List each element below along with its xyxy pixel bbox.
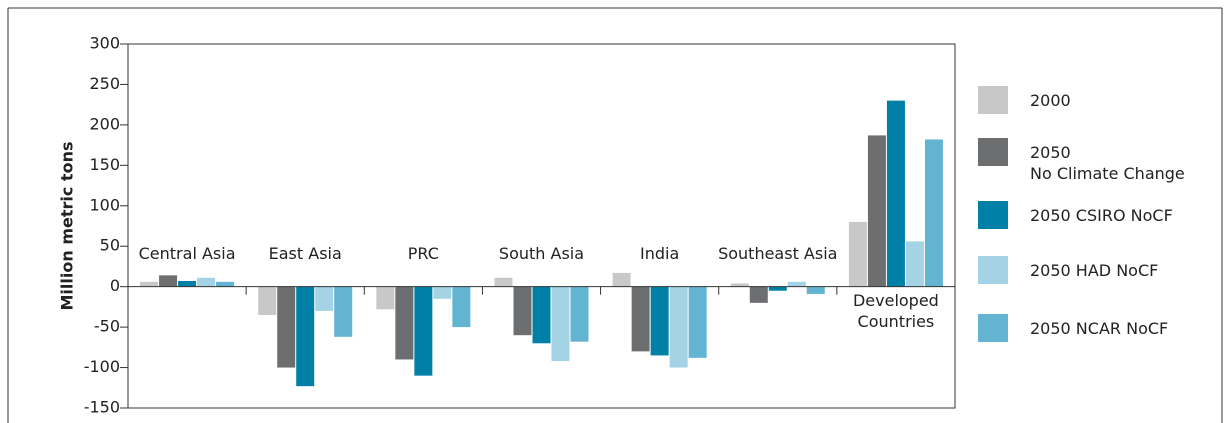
bar xyxy=(258,286,277,315)
y-tick-label: 150 xyxy=(89,155,120,174)
y-tick-label: 50 xyxy=(100,236,120,255)
bar xyxy=(806,286,825,294)
category-label: India xyxy=(640,243,680,263)
bar xyxy=(277,286,296,368)
bar xyxy=(650,286,669,356)
legend-label: 2050 No Climate Change xyxy=(1030,143,1185,183)
plot-area xyxy=(127,43,956,409)
bar xyxy=(905,241,924,287)
bar xyxy=(452,286,471,328)
bar xyxy=(532,286,551,344)
bar xyxy=(688,286,707,358)
y-tick-label: -150 xyxy=(84,398,120,417)
legend-label: 2000 xyxy=(1030,91,1071,110)
bar xyxy=(768,286,787,291)
bar xyxy=(924,139,943,287)
legend-swatch xyxy=(978,256,1008,284)
bar xyxy=(296,286,315,387)
bar xyxy=(749,286,768,303)
y-tick-label: 300 xyxy=(89,34,120,53)
y-tick-label: 250 xyxy=(89,74,120,93)
legend-swatch xyxy=(978,86,1008,114)
y-tick-label: 200 xyxy=(89,114,120,133)
bar xyxy=(395,286,414,360)
bar xyxy=(631,286,650,352)
y-tick-label: 0 xyxy=(110,276,120,295)
bar xyxy=(414,286,433,376)
bar xyxy=(494,277,513,287)
bar xyxy=(159,275,178,287)
y-tick-label: -50 xyxy=(94,317,120,336)
y-tick-label: 100 xyxy=(89,195,120,214)
bar xyxy=(886,100,905,287)
category-label: South Asia xyxy=(498,243,585,263)
y-tick-label: -100 xyxy=(84,357,120,376)
bar xyxy=(178,281,197,287)
bar xyxy=(140,281,159,287)
category-label: Developed Countries xyxy=(852,290,939,331)
category-label: East Asia xyxy=(268,243,342,263)
bar xyxy=(848,221,867,287)
bar xyxy=(433,286,452,299)
bar xyxy=(551,286,570,362)
bar xyxy=(216,281,235,287)
category-label: Central Asia xyxy=(138,243,236,263)
bar xyxy=(334,286,353,337)
legend-swatch xyxy=(978,201,1008,229)
bar xyxy=(867,135,886,287)
legend-swatch xyxy=(978,314,1008,342)
y-axis-label: Million metric tons xyxy=(58,142,77,311)
legend-label: 2050 NCAR NoCF xyxy=(1030,319,1169,338)
bar xyxy=(787,281,806,287)
legend-label: 2050 CSIRO NoCF xyxy=(1030,206,1173,225)
bar xyxy=(315,286,334,311)
bar xyxy=(570,286,589,342)
category-label: PRC xyxy=(407,243,439,263)
bar xyxy=(376,286,395,310)
bar xyxy=(730,283,749,287)
bar xyxy=(197,277,216,287)
legend-swatch xyxy=(978,138,1008,166)
bar xyxy=(513,286,532,336)
legend-label: 2050 HAD NoCF xyxy=(1030,261,1159,280)
bar xyxy=(612,272,631,287)
bar xyxy=(669,286,688,368)
category-label: Southeast Asia xyxy=(718,243,838,263)
